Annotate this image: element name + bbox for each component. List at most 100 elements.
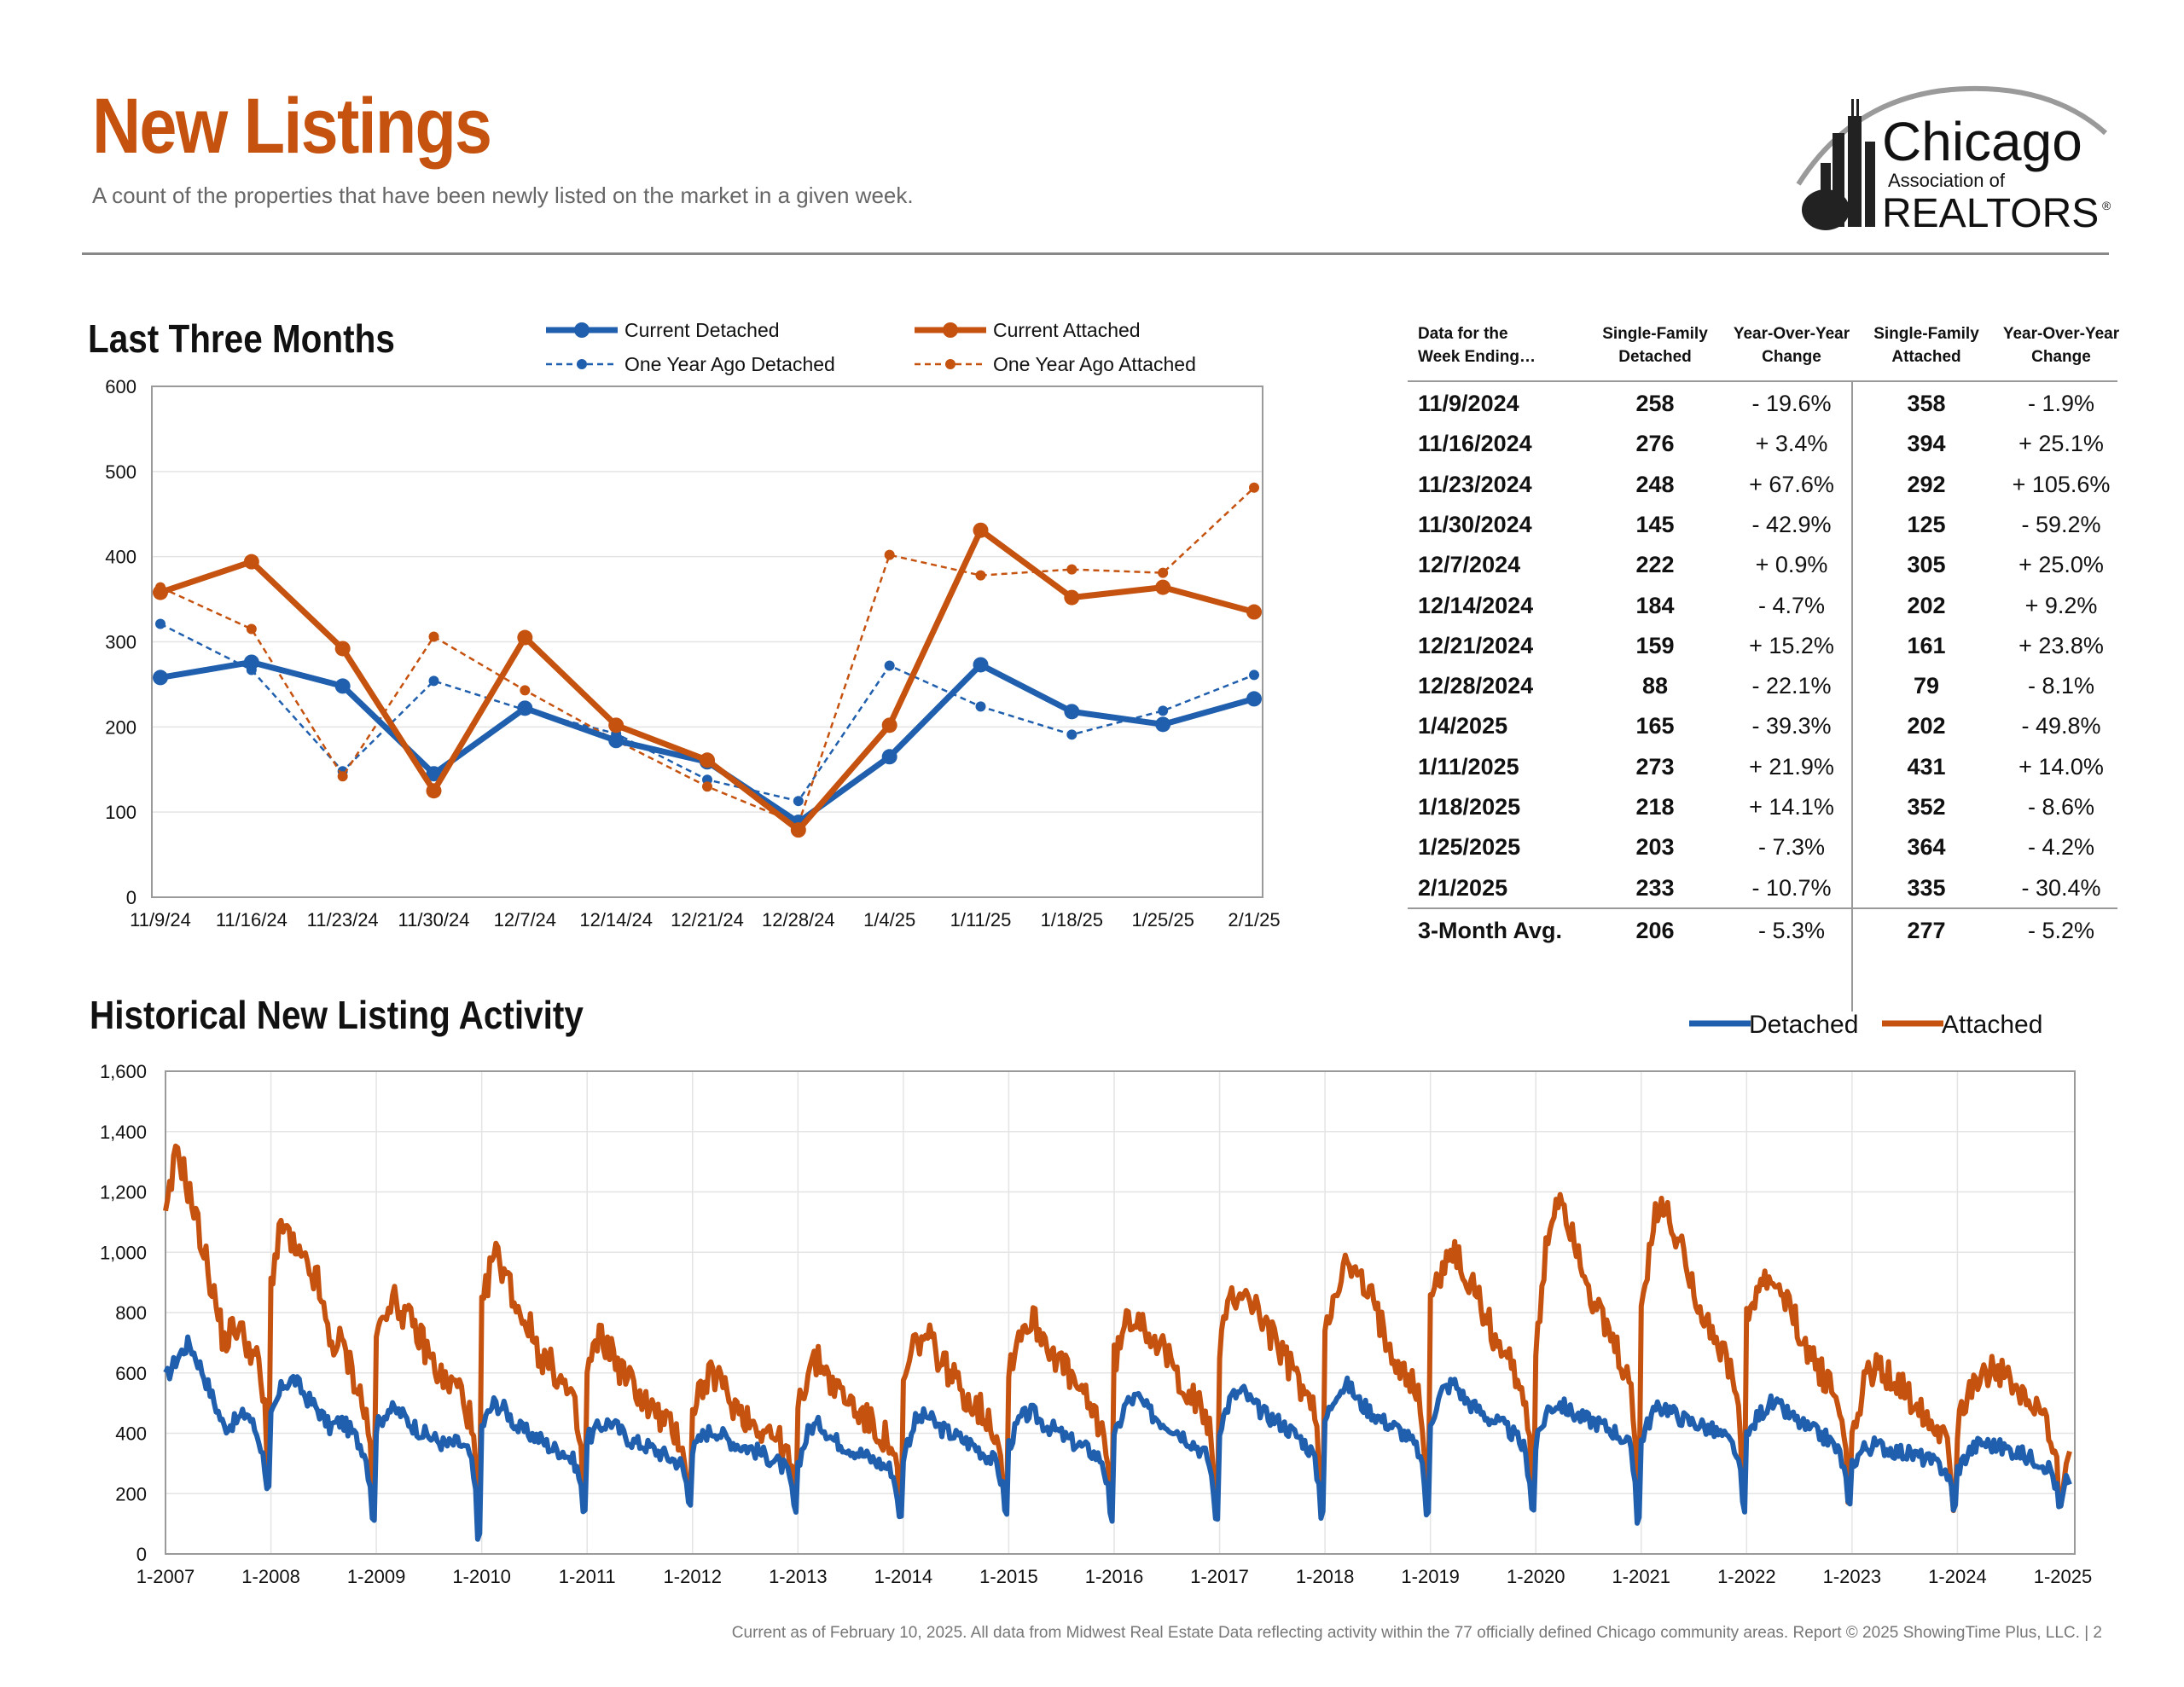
chart2-y-tick-label: 1,200 xyxy=(100,1182,147,1203)
table-column-header-line: Single-Family xyxy=(1873,325,1979,343)
chart1-data-point-3 xyxy=(520,685,531,696)
table-cell: - 5.2% xyxy=(2027,918,2095,943)
table-cell: 352 xyxy=(1907,794,1946,820)
chart1-data-point-3 xyxy=(884,549,895,560)
table-column-header-line: Change xyxy=(1762,348,1821,366)
table-column-header-line: Change xyxy=(2031,348,2091,366)
chart1-data-point-2 xyxy=(793,796,804,807)
table-cell: - 22.1% xyxy=(1751,673,1832,699)
table-cell: 184 xyxy=(1635,592,1675,618)
last-three-months-chart: 0 100 200 300 400 500 600 11/9/24 11/16/24 11/23/… xyxy=(105,319,1280,930)
chart1-data-point-1 xyxy=(1246,604,1262,620)
table-column-divider xyxy=(1851,382,1853,1012)
chart1-data-point-3 xyxy=(975,570,986,581)
chart1-x-tick-label: 11/30/24 xyxy=(398,909,469,930)
table-cell: 2/1/2025 xyxy=(1418,874,1508,901)
chart1-x-tick-label: 12/28/24 xyxy=(762,909,835,930)
chart2-y-tick-label: 600 xyxy=(115,1363,147,1384)
table-cell: - 8.6% xyxy=(2027,794,2095,820)
chart2-x-tick-label: 1-2012 xyxy=(664,1566,723,1587)
chart2-x-tick-label: 1-2010 xyxy=(452,1566,511,1587)
chart2-x-tick-label: 1-2020 xyxy=(1507,1566,1565,1587)
table-cell: 431 xyxy=(1907,753,1946,780)
chart1-data-point-0 xyxy=(1155,716,1171,733)
table-cell: - 30.4% xyxy=(2021,874,2101,901)
chart1-legend-marker xyxy=(577,359,587,369)
chart2-x-tick-label: 1-2014 xyxy=(874,1566,933,1587)
chart1-data-point-1 xyxy=(153,584,168,600)
historical-activity-chart: 0 200 400 600 800 1,000 1,200 1,400 1,600 1-2007 1… xyxy=(100,1011,2092,1587)
table-header-rule xyxy=(1408,380,2117,382)
table-cell: + 23.8% xyxy=(2018,632,2104,658)
chart2-x-tick-label: 1-2016 xyxy=(1085,1566,1144,1587)
chart1-series-line-0 xyxy=(160,658,1255,826)
chart2-legend-label: Detached xyxy=(1749,1011,1858,1039)
chart1-y-tick-label: 100 xyxy=(105,802,136,823)
table-cell: 394 xyxy=(1907,431,1946,457)
table-cell: 12/14/2024 xyxy=(1418,592,1534,618)
chart2-x-tick-label: 1-2008 xyxy=(241,1566,300,1587)
chart2-x-tick-label: 1-2017 xyxy=(1190,1566,1249,1587)
table-column-header-line: Year-Over-Year xyxy=(1733,325,1850,343)
chart2-series-line-1 xyxy=(163,1143,2072,1515)
chart1-legend-label: Current Attached xyxy=(993,319,1141,341)
table-cell: 273 xyxy=(1635,753,1675,780)
table-cell: 305 xyxy=(1907,552,1946,578)
table-cell: - 59.2% xyxy=(2021,511,2101,537)
table-cell: 1/11/2025 xyxy=(1418,753,1519,780)
table-cell: 88 xyxy=(1641,673,1669,699)
table-cell: - 49.8% xyxy=(2021,713,2101,739)
chart1-data-point-2 xyxy=(975,701,986,712)
logo-registered-mark: ® xyxy=(2102,199,2111,212)
table-cell: 125 xyxy=(1907,511,1946,537)
table-cell: 165 xyxy=(1635,713,1675,739)
table-cell: 203 xyxy=(1635,834,1675,861)
chart1-y-tick-label: 200 xyxy=(105,716,136,738)
chart1-data-point-0 xyxy=(426,766,442,782)
chart1-data-point-0 xyxy=(881,749,897,765)
chart1-data-point-0 xyxy=(517,700,533,716)
chart1-data-point-0 xyxy=(1246,691,1262,707)
table-cell: 292 xyxy=(1907,471,1946,497)
table-cell: 159 xyxy=(1635,632,1675,658)
chart1-title: Last Three Months xyxy=(88,316,395,361)
header-divider xyxy=(82,252,2109,255)
chart1-data-point-2 xyxy=(1249,670,1259,681)
chart1-data-point-1 xyxy=(881,717,897,733)
table-cell: - 5.3% xyxy=(1757,918,1826,943)
chart1-data-point-0 xyxy=(243,654,259,670)
chart1-legend-marker xyxy=(945,359,956,369)
table-cell: 248 xyxy=(1635,471,1675,497)
table-cell: 233 xyxy=(1635,874,1675,901)
chart1-data-point-2 xyxy=(1158,705,1169,716)
chart2-series-line-0 xyxy=(163,1334,2072,1542)
chart1-x-tick-label: 11/9/24 xyxy=(130,909,191,930)
table-cell: 1/25/2025 xyxy=(1418,834,1521,861)
chart1-data-point-1 xyxy=(973,522,989,538)
logo-text-chicago: Chicago xyxy=(1882,111,2082,172)
table-column-header-line: Single-Family xyxy=(1602,325,1708,343)
chart1-data-point-3 xyxy=(1158,567,1169,578)
table-cell: - 39.3% xyxy=(1751,713,1832,739)
table-cell: - 7.3% xyxy=(1757,834,1826,861)
chart2-x-tick-label: 1-2021 xyxy=(1612,1566,1671,1587)
table-average-rule xyxy=(1408,907,2117,909)
chart2-x-tick-label: 1-2011 xyxy=(559,1566,616,1587)
table-cell: 1/4/2025 xyxy=(1418,713,1508,739)
table-cell: 12/7/2024 xyxy=(1418,552,1521,578)
table-cell: + 14.1% xyxy=(1749,794,1834,820)
chart2-y-tick-label: 200 xyxy=(115,1483,147,1504)
chart1-y-tick-label: 600 xyxy=(105,376,136,397)
chart1-data-point-1 xyxy=(1155,579,1171,595)
table-cell: - 19.6% xyxy=(1751,391,1832,416)
chart1-data-point-3 xyxy=(337,771,348,782)
table-column-header: Single-Family Attached xyxy=(1854,322,1999,368)
table-cell: 258 xyxy=(1635,391,1675,416)
chart1-x-tick-label: 11/23/24 xyxy=(307,909,379,930)
chart1-data-point-1 xyxy=(790,822,806,838)
table-column-header-line: Attached xyxy=(1891,348,1961,366)
table-cell: 364 xyxy=(1907,834,1946,861)
table-cell: 3-Month Avg. xyxy=(1418,918,1562,943)
table-cell: + 15.2% xyxy=(1749,632,1834,658)
chart1-legend-marker xyxy=(574,322,590,338)
